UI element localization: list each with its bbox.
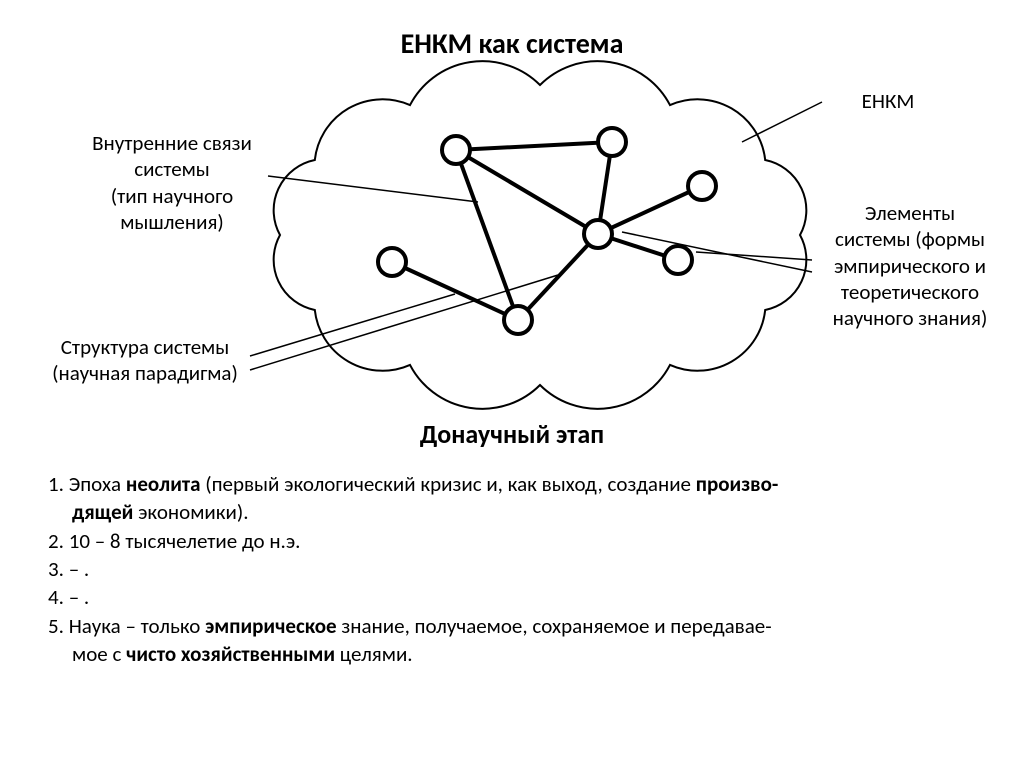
text-bold: чисто хозяйственными (126, 641, 335, 667)
page: ЕНКМ как система ЕНКМ Внутренние связи с… (0, 0, 1024, 767)
list-item-4: 4. – . (48, 583, 976, 611)
label-internal-l4: мышления) (120, 209, 224, 235)
pointer-line (696, 252, 812, 260)
text: 5. Наука – только (48, 613, 205, 639)
graph-node (688, 172, 716, 200)
graph-node (442, 136, 470, 164)
text-bold: дящей (72, 499, 133, 525)
text-bold: неолита (126, 471, 201, 497)
list-item-5: 5. Наука – только эмпирическое знание, п… (48, 612, 976, 640)
label-structure-l1: Структура системы (61, 334, 230, 360)
pointer-line (742, 102, 822, 142)
graph-node (584, 220, 612, 248)
subtitle: Донаучный этап (0, 418, 1024, 450)
label-elements-l5: научного знания) (833, 305, 988, 331)
label-elements-l4: теоретического (841, 279, 979, 305)
label-structure-l2: (научная парадигма) (52, 360, 238, 386)
label-internal-l3: (тип научного (111, 183, 233, 209)
text: (первый экологический кризис и, как выхо… (200, 471, 695, 497)
text: экономики). (133, 499, 248, 525)
graph-edge (598, 186, 702, 234)
list-item-1b: дящей экономики). (48, 498, 976, 526)
graph-edge (456, 142, 612, 150)
graph-node (378, 248, 406, 276)
list-item-1: 1. Эпоха неолита (первый экологический к… (48, 470, 976, 498)
text: 1. Эпоха (48, 471, 126, 497)
label-enkm: ЕНКМ (828, 88, 948, 114)
label-elements-l2: системы (формы (835, 226, 985, 252)
label-internal-l1: Внутренние связи (92, 130, 252, 156)
list-item-5b: мое с чисто хозяйственными целями. (48, 640, 976, 668)
label-elements-l1: Элементы (865, 200, 955, 226)
label-internal: Внутренние связи системы (тип научного м… (62, 130, 282, 235)
text: мое с (72, 641, 126, 667)
graph-edge (518, 234, 598, 320)
text: знание, получаемое, сохраняемое и переда… (337, 613, 772, 639)
graph-node (504, 306, 532, 334)
label-elements: Элементы системы (формы эмпирического и … (810, 200, 1010, 331)
graph-edge (456, 150, 598, 234)
graph-node (664, 246, 692, 274)
text-bold: эмпирическое (205, 613, 337, 639)
list: 1. Эпоха неолита (первый экологический к… (48, 470, 976, 668)
graph-node (598, 128, 626, 156)
list-item-2: 2. 10 – 8 тысячелетие до н.э. (48, 527, 976, 555)
cloud-outline (274, 61, 807, 409)
pointer-line (250, 294, 455, 356)
label-internal-l2: системы (134, 156, 210, 182)
text: целями. (335, 641, 413, 667)
label-structure: Структура системы (научная парадигма) (30, 334, 260, 387)
label-elements-l3: эмпирического и (834, 253, 986, 279)
text-bold: произво- (696, 471, 779, 497)
pointer-line (268, 176, 478, 202)
list-item-3: 3. – . (48, 555, 976, 583)
